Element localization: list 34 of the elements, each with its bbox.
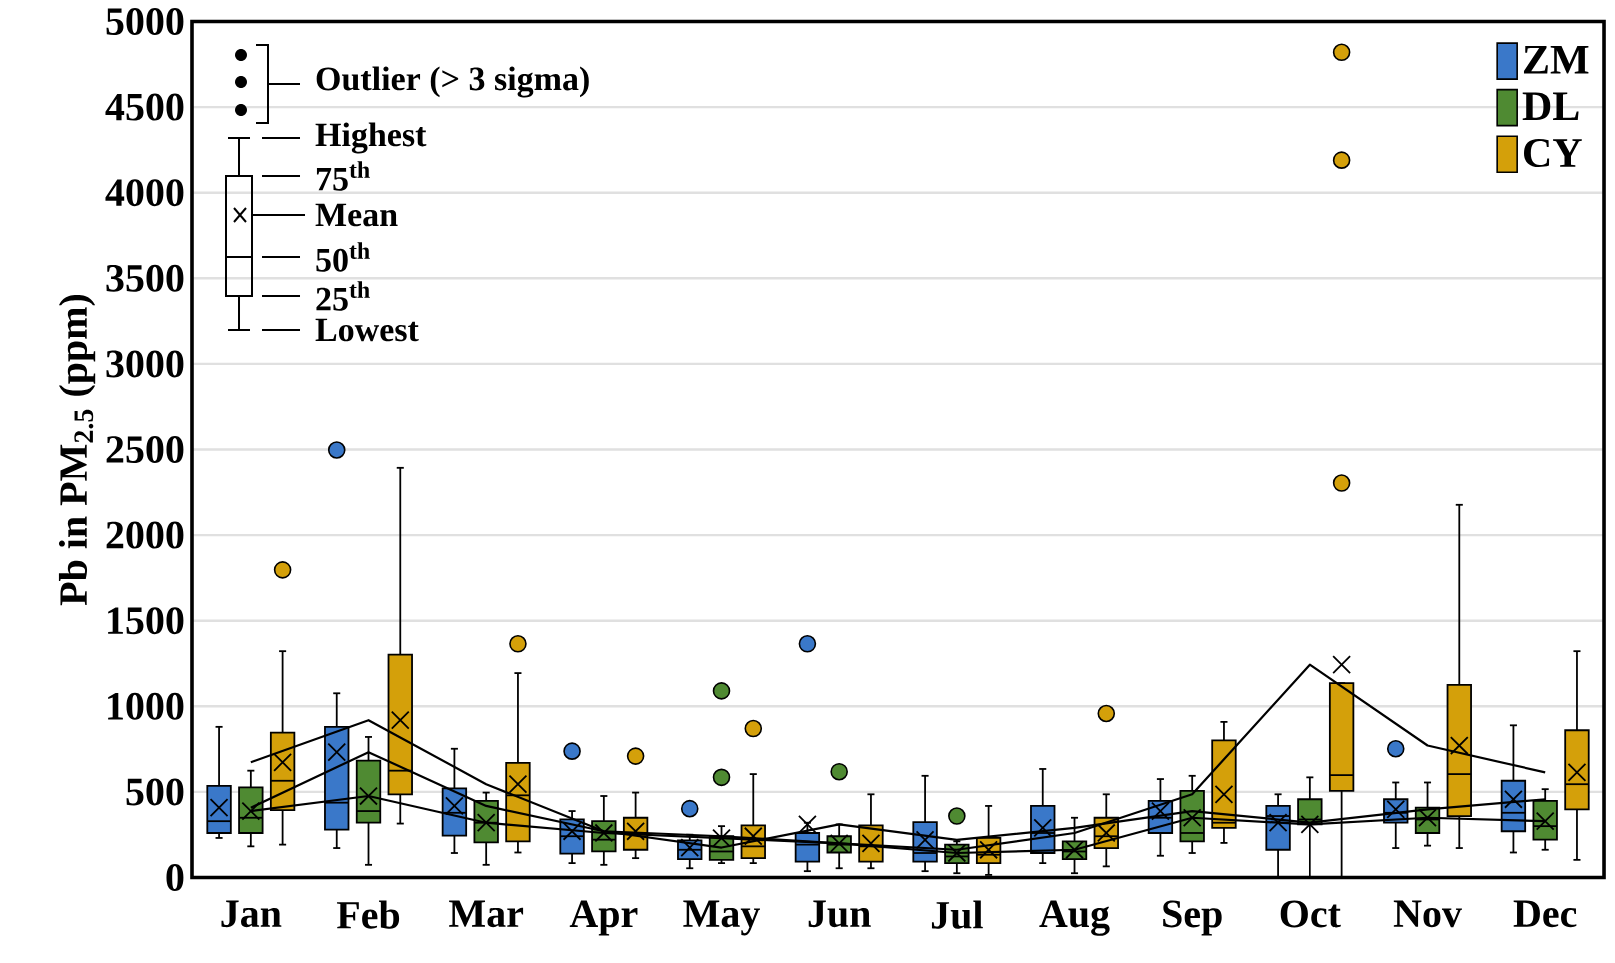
x-tick-label: Nov [1393, 900, 1462, 928]
annotation: Highest [315, 122, 427, 154]
y-axis-title: Pb in PM$_{2.5}$ (ppm) [58, 294, 96, 606]
y-tick-label: 3000 [106, 350, 184, 378]
y-tick-label: 1000 [108, 692, 184, 720]
x-tick-label: Feb [336, 900, 400, 929]
annotation: 25$^{th}$ [316, 281, 370, 311]
y-tick-label: 5000 [106, 8, 184, 35]
annotation: Lowest [315, 318, 419, 342]
y-tick-label: 3500 [106, 264, 184, 292]
y-tick-label: 500 [126, 778, 184, 806]
annotation: 50$^{th}$ [316, 242, 370, 272]
annotation: Outlier (> 3 sigma) [316, 66, 589, 98]
x-tick-label: Aug [1039, 900, 1110, 936]
y-tick-label: 2000 [106, 521, 184, 549]
x-tick-label: Jun [808, 900, 871, 928]
legend-label: CY [1524, 138, 1582, 168]
y-tick-label: 1500 [108, 607, 184, 635]
x-tick-label: Apr [569, 900, 638, 936]
y-tick-label: 0 [166, 864, 184, 891]
x-tick-label: May [683, 900, 760, 936]
y-tick-label: 4000 [105, 179, 184, 207]
y-tick-label: 4500 [105, 93, 184, 121]
x-tick-label: Jan [221, 900, 282, 928]
x-tick-label: Sep [1163, 900, 1222, 936]
x-tick-label: Dec [1513, 900, 1577, 928]
x-tick-label: Jul [931, 900, 983, 929]
legend-label: DL [1522, 92, 1579, 120]
annotation: Mean [315, 203, 398, 227]
annotation: 75$^{th}$ [316, 161, 370, 191]
x-tick-label: Oct [1280, 900, 1341, 928]
legend-label: ZM [1523, 45, 1589, 74]
x-tick-label: Mar [449, 900, 524, 928]
y-tick-label: 2500 [106, 436, 184, 463]
